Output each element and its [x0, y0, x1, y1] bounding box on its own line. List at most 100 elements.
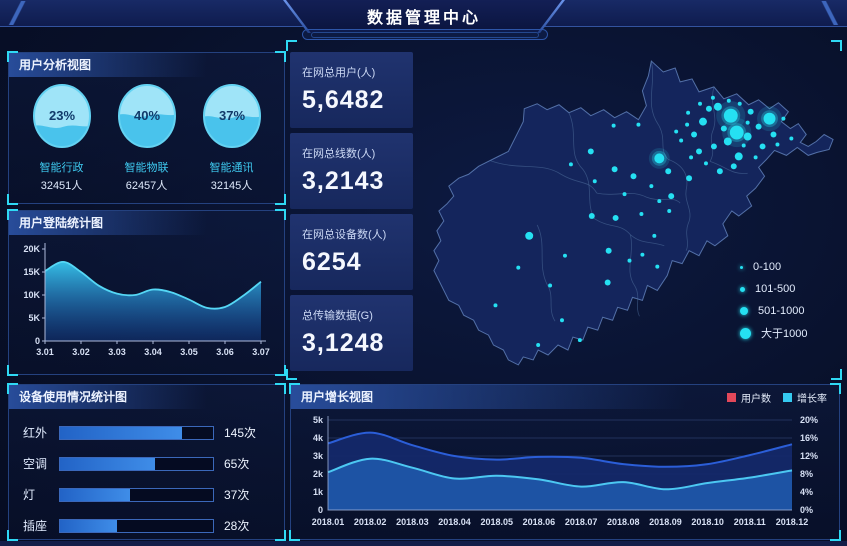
header-accent-left	[4, 1, 32, 25]
map-bubble	[654, 153, 665, 164]
map-bubble	[636, 122, 641, 127]
axis-tick-label: 20%	[800, 415, 818, 425]
map-bubble	[737, 101, 742, 106]
map-bubble	[667, 209, 672, 213]
axis-tick-label: 2k	[313, 469, 324, 479]
map-bubble	[696, 148, 702, 155]
map-bubble	[716, 168, 723, 175]
map-bubble	[587, 148, 594, 155]
growth-legend: 用户数 增长率	[727, 385, 827, 409]
axis-tick-label: 2018.09	[649, 517, 682, 527]
map-bubble	[630, 173, 637, 180]
map-bubble	[640, 252, 645, 257]
login-area-fill	[45, 261, 261, 341]
stat-label: 总传输数据(G)	[302, 310, 373, 322]
map-bubble	[741, 143, 746, 148]
map-bubble	[720, 125, 727, 132]
growth-rate-line	[327, 457, 793, 491]
bar-value-label: 145次	[224, 426, 257, 440]
map-bubble	[710, 143, 717, 150]
axis-tick-label: 20K	[23, 244, 40, 254]
bar-track	[59, 518, 214, 533]
map-bubble	[745, 120, 750, 125]
axis-tick-label: 16%	[800, 433, 818, 443]
map-bubble	[577, 338, 582, 343]
map-bubble	[493, 303, 498, 308]
liquid-gauge-svg: 23%	[32, 84, 91, 148]
login-area-chart[interactable]: 0 5K 10K 15K 20K 3.01 3.02 3.03 3.04 3.05 3.06 3.07	[11, 237, 280, 370]
map-bubble	[770, 131, 777, 138]
axis-tick-label: 5K	[28, 313, 40, 323]
map-bubble	[726, 98, 731, 103]
map-bubble	[668, 193, 675, 200]
map-bubble	[763, 112, 776, 125]
gauge-count: 62457人	[125, 180, 168, 192]
gauge-count: 32145人	[210, 180, 253, 192]
legend-item-users[interactable]: 用户数	[727, 390, 771, 405]
panel-user-growth: 用户增长视图 用户数 增长率 0 1k 2k 3k 4k 5k 0% 4% 8% 12% 16% 20…	[289, 383, 841, 541]
bar-row: 灯 37次	[23, 486, 270, 503]
map-bubble	[699, 117, 707, 126]
growth-axes	[327, 416, 792, 511]
map-legend-label: 101-500	[755, 283, 796, 295]
header-title-plate	[283, 0, 565, 33]
liquid-gauge-svg: 37%	[202, 84, 261, 148]
stat-card-total-devices: 在网总设备数(人) 6254	[290, 214, 413, 290]
panel-title-device-usage: 设备使用情况统计图	[9, 385, 284, 409]
bar-value-label: 37次	[224, 488, 250, 502]
bar-row: 红外 145次	[23, 424, 270, 441]
map-legend-row: 0-100	[740, 256, 840, 278]
axis-tick-label: 4k	[313, 433, 324, 443]
bar-row: 插座 28次	[23, 517, 270, 534]
bar-track	[59, 487, 214, 502]
stat-label: 在网总设备数(人)	[302, 229, 387, 241]
bar-value-label: 28次	[224, 519, 250, 533]
axis-tick-label: 2018.06	[523, 517, 556, 527]
panel-title-user-growth: 用户增长视图	[291, 385, 839, 409]
axis-tick-label: 2018.01	[312, 517, 345, 527]
axis-tick-label: 2018.03	[396, 517, 429, 527]
header-ornament-inner	[311, 32, 539, 38]
liquid-gauge-group[interactable]: 23% 智能行政 32451人 40% 智能物联 62457人	[9, 77, 284, 193]
axis-tick-label: 15K	[23, 267, 40, 277]
axis-tick-label: 2018.02	[354, 517, 387, 527]
growth-area-chart[interactable]: 0 1k 2k 3k 4k 5k 0% 4% 8% 12% 16% 20% 2018.01 2018.02…	[292, 410, 838, 538]
map-bubble	[775, 142, 780, 147]
login-line	[44, 260, 262, 310]
map-bubble	[686, 110, 691, 115]
map-bubble	[652, 233, 657, 238]
map-bubble	[723, 137, 732, 146]
gauge-smart-comms: 37% 智能通讯 32145人	[192, 83, 272, 193]
map-bubble	[612, 214, 619, 221]
map-bubble	[747, 108, 754, 115]
panel-title-login-stats: 用户登陆统计图	[9, 211, 284, 235]
page-title: 数据管理中心	[366, 10, 481, 27]
bar-fill	[60, 457, 155, 470]
map-bubble	[592, 179, 597, 184]
legend-item-growth-rate[interactable]: 增长率	[783, 390, 827, 405]
stat-card-total-lines: 在网总线数(人) 3,2143	[290, 133, 413, 209]
gauge-smart-iot: 40% 智能物联 62457人	[107, 83, 187, 193]
axis-tick-label: 3.06	[216, 347, 234, 357]
map-legend-row: 大于1000	[740, 322, 840, 344]
map-bubble	[679, 138, 684, 143]
map-bubble	[665, 168, 672, 175]
map-bubble	[588, 212, 595, 219]
gauge-label: 智能物联	[124, 162, 169, 174]
bar-fill	[60, 519, 117, 532]
map-district-borders	[489, 60, 748, 322]
map-bubble	[525, 231, 534, 240]
map-bubble	[611, 166, 618, 173]
map-legend-row: 501-1000	[740, 300, 840, 322]
bubble-size-icon	[740, 286, 745, 292]
map-bubble	[734, 152, 743, 161]
map-bubble	[516, 265, 521, 270]
device-bar-chart[interactable]: 红外145次空调65次灯37次插座28次窗帘24次	[9, 409, 284, 546]
bar-category-label: 灯	[23, 488, 36, 502]
stat-value: 6254	[302, 248, 362, 276]
map-bubble	[655, 264, 660, 269]
region-bubble-map[interactable]	[420, 45, 842, 375]
map-bubble	[755, 123, 762, 130]
axis-tick-label: 3k	[313, 451, 324, 461]
